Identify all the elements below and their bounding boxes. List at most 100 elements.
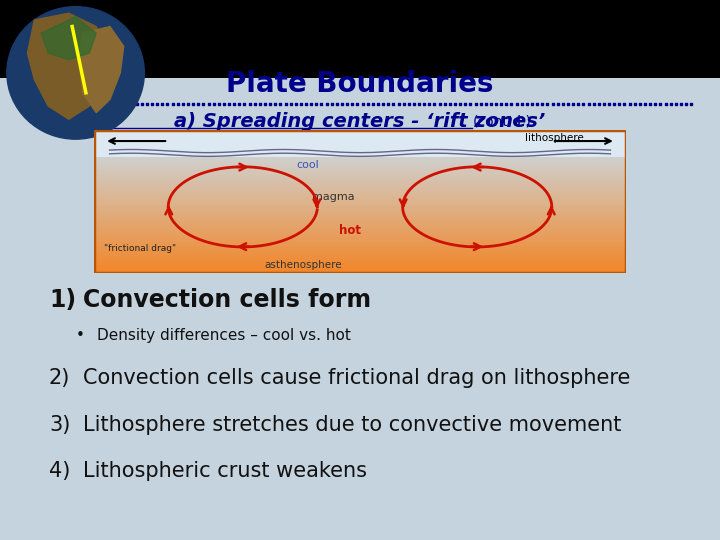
Point	[156, 99, 168, 108]
Point	[321, 99, 333, 108]
Bar	[94, 168, 626, 170]
Text: cool: cool	[296, 160, 319, 170]
Point	[105, 99, 117, 108]
Point	[146, 99, 158, 108]
Point	[634, 99, 646, 108]
Bar	[94, 141, 626, 144]
Point	[162, 99, 174, 108]
Point	[300, 99, 312, 108]
Point	[264, 99, 276, 108]
Bar	[94, 215, 626, 218]
Point	[434, 99, 446, 108]
Bar	[94, 189, 626, 192]
Point	[490, 99, 502, 108]
Point	[182, 99, 194, 108]
Bar	[94, 258, 626, 261]
Point	[485, 99, 497, 108]
Text: Convection cells cause frictional drag on lithosphere: Convection cells cause frictional drag o…	[83, 368, 630, 388]
Bar	[94, 246, 626, 249]
Bar	[94, 192, 626, 194]
Point	[505, 99, 517, 108]
Bar	[94, 271, 626, 273]
Point	[624, 99, 635, 108]
Polygon shape	[27, 14, 110, 119]
Point	[403, 99, 415, 108]
Point	[588, 99, 599, 108]
Text: hot: hot	[338, 224, 361, 237]
Point	[280, 99, 292, 108]
Point	[552, 99, 564, 108]
Point	[654, 99, 666, 108]
Point	[131, 99, 143, 108]
Point	[346, 99, 358, 108]
Bar	[94, 137, 626, 139]
Text: asthenosphere: asthenosphere	[264, 260, 342, 269]
Point	[660, 99, 671, 108]
Point	[398, 99, 410, 108]
Point	[413, 99, 425, 108]
Bar	[94, 208, 626, 211]
Point	[362, 99, 374, 108]
Point	[408, 99, 420, 108]
Text: magma: magma	[312, 192, 355, 202]
Bar	[94, 237, 626, 239]
Point	[208, 99, 220, 108]
Point	[95, 99, 107, 108]
Point	[531, 99, 543, 108]
Text: (cont’d.): (cont’d.)	[473, 114, 532, 129]
Bar	[94, 194, 626, 197]
Bar	[94, 180, 626, 182]
Point	[239, 99, 251, 108]
Point	[598, 99, 610, 108]
Point	[526, 99, 538, 108]
Point	[608, 99, 620, 108]
Text: 3): 3)	[49, 415, 71, 435]
Bar	[94, 160, 626, 163]
Bar	[94, 232, 626, 234]
Point	[680, 99, 692, 108]
Point	[367, 99, 379, 108]
Point	[675, 99, 687, 108]
Point	[218, 99, 230, 108]
Point	[454, 99, 466, 108]
Bar	[94, 206, 626, 208]
Point	[480, 99, 492, 108]
Bar	[94, 187, 626, 189]
Point	[495, 99, 507, 108]
Point	[233, 99, 245, 108]
Point	[100, 99, 112, 108]
Point	[418, 99, 430, 108]
Bar	[94, 130, 626, 157]
Point	[213, 99, 225, 108]
Point	[177, 99, 189, 108]
Bar	[94, 239, 626, 242]
Point	[197, 99, 209, 108]
Point	[685, 99, 697, 108]
Point	[110, 99, 122, 108]
Point	[285, 99, 297, 108]
Point	[203, 99, 215, 108]
Bar	[94, 197, 626, 199]
Bar	[94, 201, 626, 204]
Point	[511, 99, 523, 108]
Text: 4): 4)	[49, 461, 71, 481]
Bar	[94, 220, 626, 222]
Point	[54, 99, 66, 108]
Point	[449, 99, 461, 108]
Bar	[94, 218, 626, 220]
Point	[392, 99, 404, 108]
Point	[187, 99, 199, 108]
Point	[305, 99, 317, 108]
Bar	[94, 153, 626, 156]
Point	[295, 99, 307, 108]
Point	[290, 99, 302, 108]
Point	[151, 99, 163, 108]
Point	[341, 99, 353, 108]
Point	[387, 99, 399, 108]
Text: Lithosphere stretches due to convective movement: Lithosphere stretches due to convective …	[83, 415, 621, 435]
Circle shape	[7, 6, 144, 139]
Point	[310, 99, 322, 108]
Bar	[94, 268, 626, 271]
Point	[577, 99, 589, 108]
Bar	[94, 251, 626, 254]
